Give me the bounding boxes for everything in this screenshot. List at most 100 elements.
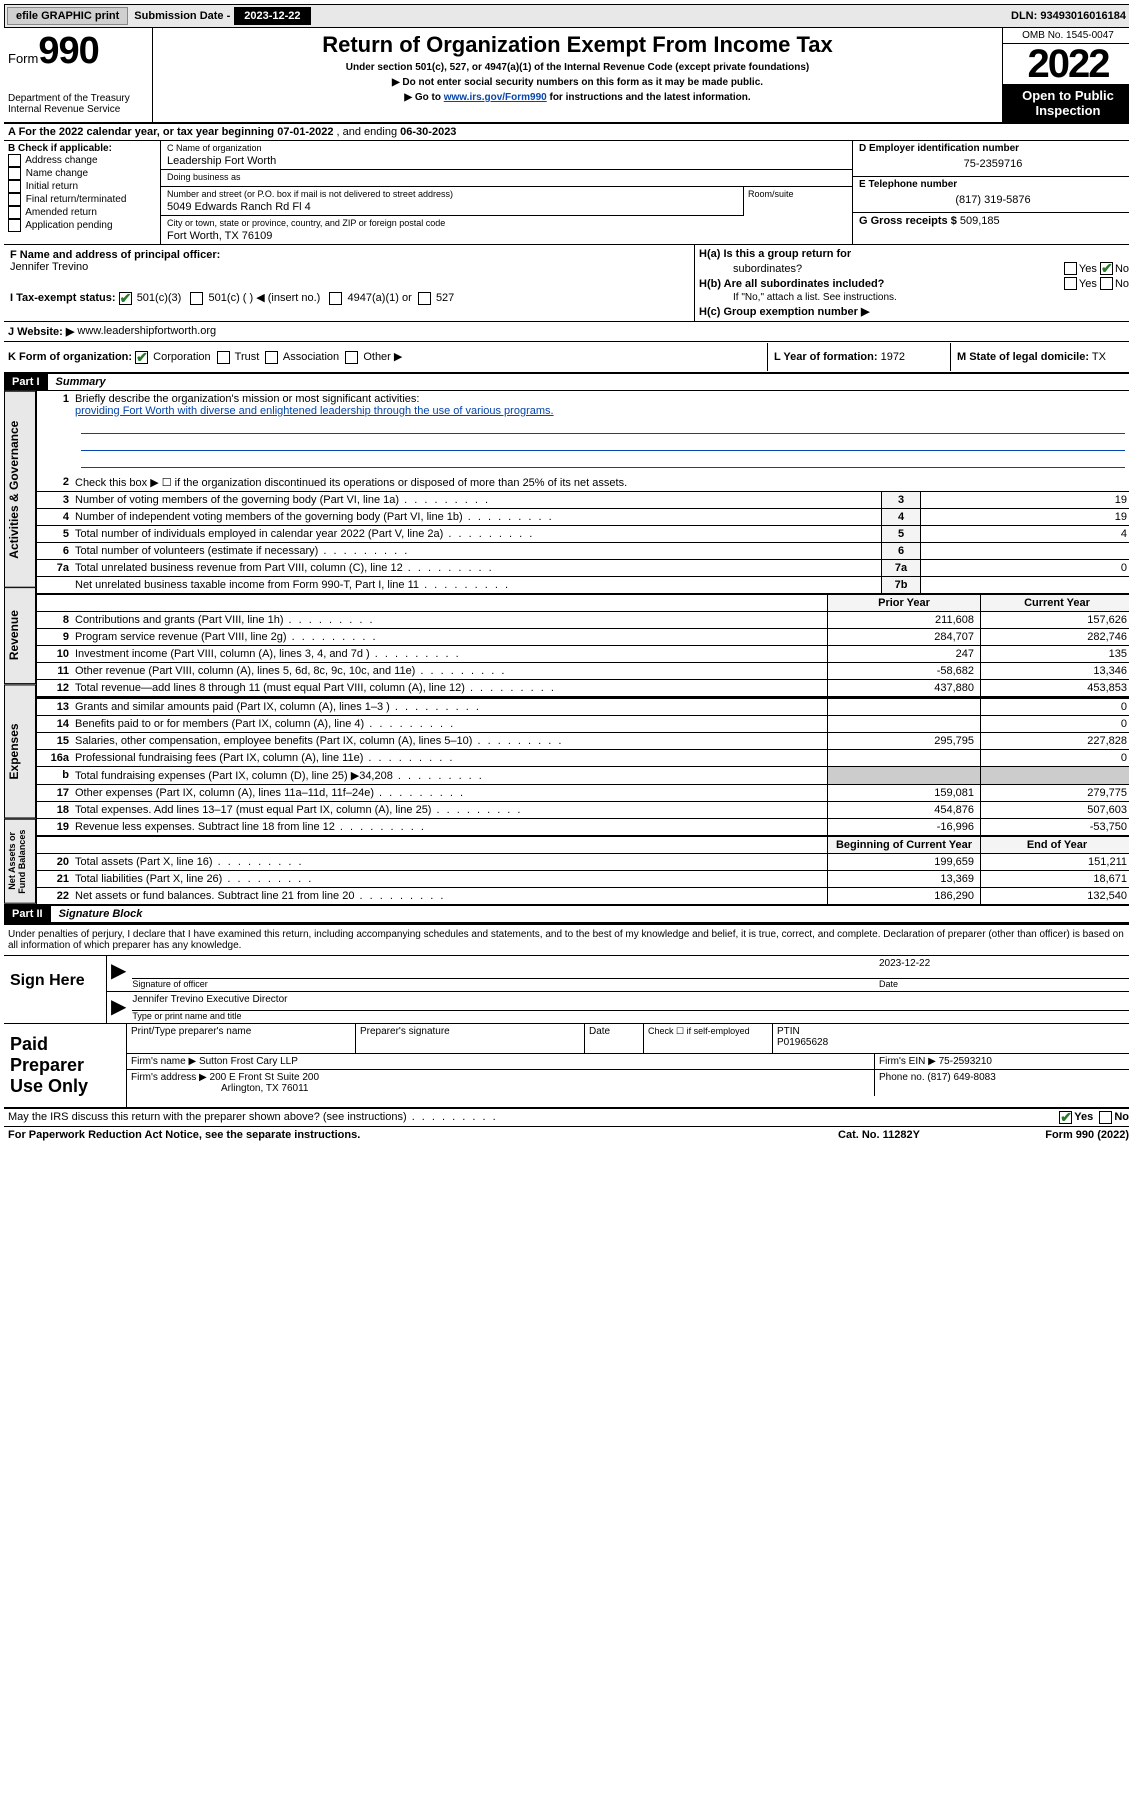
sign-here-label: Sign Here [4,956,107,1023]
chk-final-return[interactable] [8,193,21,206]
website-row: J Website: ▶ www.leadershipfortworth.org [4,322,1129,342]
entity-info-block: B Check if applicable: Address change Na… [4,141,1129,245]
ein-value: 75-2359716 [859,154,1127,174]
summary-line: 22Net assets or fund balances. Subtract … [37,887,1129,904]
tab-expenses: Expenses [4,684,36,818]
summary-line: 4Number of independent voting members of… [37,508,1129,525]
summary-line: 18Total expenses. Add lines 13–17 (must … [37,801,1129,818]
summary-line: 11Other revenue (Part VIII, column (A), … [37,662,1129,679]
form-org-row: K Form of organization: Corporation Trus… [4,342,1129,374]
phone-value: (817) 319-5876 [859,190,1127,210]
summary-body: Activities & Governance Revenue Expenses… [4,391,1129,904]
ha-sub: subordinates? [699,263,1064,275]
chk-assoc[interactable] [265,351,278,364]
officer-name: Jennifer Trevino [10,261,88,273]
city-label: City or town, state or province, country… [167,218,846,228]
preparer-date-label: Date [585,1024,644,1053]
officer-typed-name: Jennifer Trevino Executive Director [132,994,1129,1011]
firm-addr-value1: 200 E Front St Suite 200 [210,1072,320,1083]
address-value: 5049 Edwards Ranch Rd Fl 4 [167,199,737,213]
name-arrow-icon: ▶ [111,994,132,1021]
subtitle-ssn: ▶ Do not enter social security numbers o… [157,77,998,88]
city-value: Fort Worth, TX 76109 [167,228,846,242]
chk-other[interactable] [345,351,358,364]
firm-ein-label: Firm's EIN ▶ [879,1056,936,1067]
discuss-row: May the IRS discuss this return with the… [4,1109,1129,1126]
firm-addr-value2: Arlington, TX 76011 [131,1083,308,1094]
chk-discuss-no[interactable] [1099,1111,1112,1124]
tab-revenue: Revenue [4,587,36,684]
chk-amended[interactable] [8,206,21,219]
chk-discuss-yes[interactable] [1059,1111,1072,1124]
ptin-label: PTIN [777,1026,1129,1037]
efile-topbar: efile GRAPHIC print Submission Date - 20… [4,4,1129,28]
chk-527[interactable] [418,292,431,305]
chk-hb-no[interactable] [1100,277,1113,290]
summary-line: 21Total liabilities (Part X, line 26)13,… [37,870,1129,887]
mission-label: Briefly describe the organization's miss… [75,393,419,405]
summary-line: 20Total assets (Part X, line 16)199,6591… [37,853,1129,870]
summary-line: 9Program service revenue (Part VIII, lin… [37,628,1129,645]
form-footer: Form 990 (2022) [979,1129,1129,1141]
tax-year: 2022 [1003,44,1129,84]
chk-name-change[interactable] [8,167,21,180]
chk-hb-yes[interactable] [1064,277,1077,290]
hb-label: H(b) Are all subordinates included? [699,278,884,290]
irs-link[interactable]: www.irs.gov/Form990 [444,92,547,103]
ein-label: D Employer identification number [859,143,1127,154]
chk-address-change[interactable] [8,154,21,167]
col-beginning-year: Beginning of Current Year [827,837,980,853]
chk-initial-return[interactable] [8,180,21,193]
efile-print-button[interactable]: efile GRAPHIC print [7,7,128,25]
summary-line: 16aProfessional fundraising fees (Part I… [37,749,1129,766]
preparer-name-label: Print/Type preparer's name [131,1026,351,1037]
signature-block: Under penalties of perjury, I declare th… [4,923,1129,1109]
col-end-year: End of Year [980,837,1129,853]
dba-value [167,182,846,184]
tab-governance: Activities & Governance [4,391,36,588]
org-name-label: C Name of organization [167,143,846,153]
room-suite-label: Room/suite [744,187,852,216]
mission-text: providing Fort Worth with diverse and en… [75,405,554,417]
public-inspection: Open to Public Inspection [1003,84,1129,122]
firm-addr-label: Firm's address ▶ [131,1072,207,1083]
line2-text: Check this box ▶ ☐ if the organization d… [73,474,1129,491]
chk-corp[interactable] [135,351,148,364]
sig-officer-label: Signature of officer [132,979,879,989]
summary-line: 17Other expenses (Part IX, column (A), l… [37,784,1129,801]
chk-ha-no[interactable] [1100,262,1113,275]
chk-501c[interactable] [190,292,203,305]
pra-notice: For Paperwork Reduction Act Notice, see … [8,1129,779,1141]
org-name-value: Leadership Fort Worth [167,153,846,167]
signature-arrow-icon: ▶ [111,958,132,989]
summary-line: Net unrelated business taxable income fr… [37,576,1129,593]
officer-label: F Name and address of principal officer: [10,249,220,261]
summary-line: 5Total number of individuals employed in… [37,525,1129,542]
footer-row: For Paperwork Reduction Act Notice, see … [4,1126,1129,1143]
hc-label: H(c) Group exemption number ▶ [699,305,869,318]
cat-number: Cat. No. 11282Y [779,1129,979,1141]
chk-app-pending[interactable] [8,219,21,232]
firm-ein-value: 75-2593210 [939,1056,992,1067]
chk-trust[interactable] [217,351,230,364]
form-title: Return of Organization Exempt From Incom… [157,32,998,58]
firm-name-label: Firm's name ▶ [131,1056,196,1067]
state-domicile: TX [1092,351,1106,363]
tab-net-assets: Net Assets or Fund Balances [4,819,36,904]
hb-note: If "No," attach a list. See instructions… [699,292,897,303]
perjury-declaration: Under penalties of perjury, I declare th… [4,925,1129,956]
part1-header: Part I Summary [4,374,1129,391]
col-current-year: Current Year [980,595,1129,611]
summary-line: 7aTotal unrelated business revenue from … [37,559,1129,576]
summary-line: 15Salaries, other compensation, employee… [37,732,1129,749]
summary-line: 14Benefits paid to or for members (Part … [37,715,1129,732]
summary-line: bTotal fundraising expenses (Part IX, co… [37,766,1129,784]
paid-preparer-label: Paid Preparer Use Only [4,1024,126,1107]
chk-501c3[interactable] [119,292,132,305]
phone-label: E Telephone number [859,179,1127,190]
chk-ha-yes[interactable] [1064,262,1077,275]
summary-line: 8Contributions and grants (Part VIII, li… [37,611,1129,628]
sig-date-value: 2023-12-22 [879,958,1129,979]
summary-line: 3Number of voting members of the governi… [37,491,1129,508]
chk-4947[interactable] [329,292,342,305]
